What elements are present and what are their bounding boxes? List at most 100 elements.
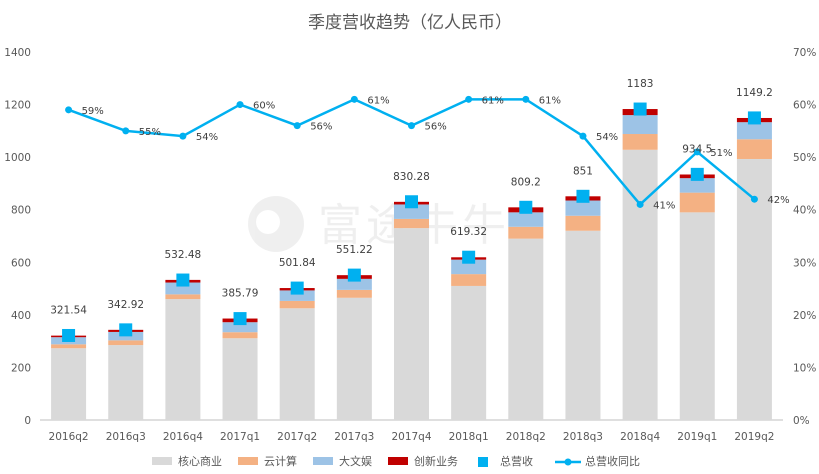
x-axis: 2016q2 2016q3 2016q4 2017q1 2017q2 2017q3 2017… [49, 431, 775, 443]
total-data-label: 1183 [627, 78, 654, 90]
bar-segment [565, 230, 601, 420]
bar-segment [394, 218, 429, 229]
x-axis-tick-label: 2018q2 [506, 431, 546, 443]
bar-segment [108, 345, 144, 420]
yoy-point [350, 95, 358, 103]
yoy-point [750, 195, 758, 203]
yoy-point [65, 106, 73, 114]
bar-segment [394, 228, 429, 420]
total-marker [405, 195, 418, 209]
yoy-point [693, 148, 701, 156]
bar-segment [51, 344, 87, 349]
total-data-label: 809.2 [511, 176, 541, 188]
yoy-point [179, 132, 187, 140]
legend-label: 大文娱 [339, 454, 372, 468]
legend-swatch [152, 457, 172, 465]
bar-segment [451, 274, 487, 286]
bar-segment [336, 297, 372, 420]
total-data-label: 619.32 [450, 226, 487, 238]
bar-segment [165, 294, 201, 300]
total-data-label: 501.84 [279, 257, 316, 269]
total-data-label: 385.79 [222, 288, 259, 300]
bar-segment [508, 226, 544, 239]
x-axis-tick-label: 2016q3 [106, 431, 146, 443]
x-axis-tick-label: 2016q2 [49, 431, 89, 443]
right-axis: 0% 10% 20% 30% 40% 50% 60% 70% [793, 47, 816, 427]
yoy-point [236, 101, 244, 109]
bar-segment [394, 204, 429, 219]
total-marker [633, 102, 647, 116]
bar-segment [279, 290, 315, 301]
x-axis-tick-label: 2016q4 [163, 431, 203, 443]
x-axis-tick-label: 2018q3 [563, 431, 603, 443]
yoy-data-label: 56% [310, 122, 332, 133]
bar-segment [565, 200, 601, 216]
bar-segment [336, 289, 372, 298]
yoy-point [579, 132, 587, 140]
chart-title: 季度营收趋势（亿人民币） [308, 13, 512, 33]
legend-label: 云计算 [264, 454, 297, 468]
x-axis-tick-label: 2019q2 [734, 431, 774, 443]
left-axis: 0 200 400 600 800 1000 1200 1400 [4, 47, 31, 427]
right-axis-tick-label: 60% [793, 100, 816, 112]
total-marker [576, 189, 590, 203]
total-marker [519, 200, 533, 214]
yoy-point [465, 95, 473, 103]
x-axis-tick-label: 2018q1 [449, 431, 489, 443]
total-markers: 321.54 342.92 532.48 385.79 501.84 551.22 830.… [50, 78, 773, 342]
yoy-data-label: 54% [196, 132, 218, 143]
bar-segment [165, 299, 201, 420]
x-axis-tick-label: 2018q4 [620, 431, 660, 443]
total-marker [119, 323, 133, 337]
legend-swatch [238, 457, 258, 465]
left-axis-tick-label: 1200 [4, 100, 31, 112]
bar-segment [736, 139, 772, 159]
yoy-data-label: 51% [710, 148, 732, 159]
left-axis-tick-label: 200 [11, 362, 31, 374]
watermark-logo-icon [248, 196, 304, 252]
bar-segment [736, 122, 772, 140]
total-data-label: 532.48 [165, 249, 202, 261]
yoy-data-label: 55% [139, 127, 161, 138]
bar-segment [679, 212, 715, 420]
right-axis-tick-label: 0% [793, 415, 810, 427]
bar-segment [508, 212, 544, 227]
bar-segment [679, 178, 715, 193]
total-marker [290, 281, 304, 295]
legend-swatch [564, 458, 572, 466]
total-marker [747, 111, 761, 125]
left-axis-tick-label: 600 [11, 257, 31, 269]
bar-segment [508, 238, 544, 420]
bar-segment [451, 259, 487, 275]
yoy-point [522, 95, 530, 103]
yoy-point [408, 122, 415, 130]
legend-label: 总营收同比 [585, 454, 640, 468]
x-axis-tick-label: 2019q1 [677, 431, 717, 443]
right-axis-tick-label: 30% [793, 257, 816, 269]
legend-label: 总营收 [500, 454, 533, 468]
x-axis-tick-label: 2017q4 [391, 431, 431, 443]
total-data-label: 321.54 [50, 304, 87, 316]
x-axis-tick-label: 2017q2 [277, 431, 317, 443]
total-marker [62, 328, 76, 342]
right-axis-tick-label: 50% [793, 152, 816, 164]
yoy-data-label: 59% [82, 106, 104, 117]
bar-segment [679, 192, 715, 213]
x-axis-tick-label: 2017q1 [220, 431, 260, 443]
bar-segment [222, 338, 258, 420]
yoy-line-series: 59% 55% 54% 60% 56% 61% 56% 61% 61% 54% 41% 51% 42% [65, 95, 790, 211]
total-marker [690, 167, 704, 181]
total-marker [176, 273, 190, 287]
x-axis-tick-label: 2017q3 [334, 431, 374, 443]
legend-swatch [388, 457, 408, 465]
yoy-point [293, 122, 301, 130]
yoy-point [122, 127, 130, 135]
left-axis-tick-label: 400 [11, 310, 31, 322]
watermark: 富途牛牛 [248, 196, 506, 252]
total-data-label: 342.92 [107, 299, 144, 311]
bar-segment [51, 348, 87, 420]
bar-segment [279, 300, 315, 309]
yoy-data-label: 56% [425, 122, 447, 133]
total-marker [462, 250, 476, 264]
